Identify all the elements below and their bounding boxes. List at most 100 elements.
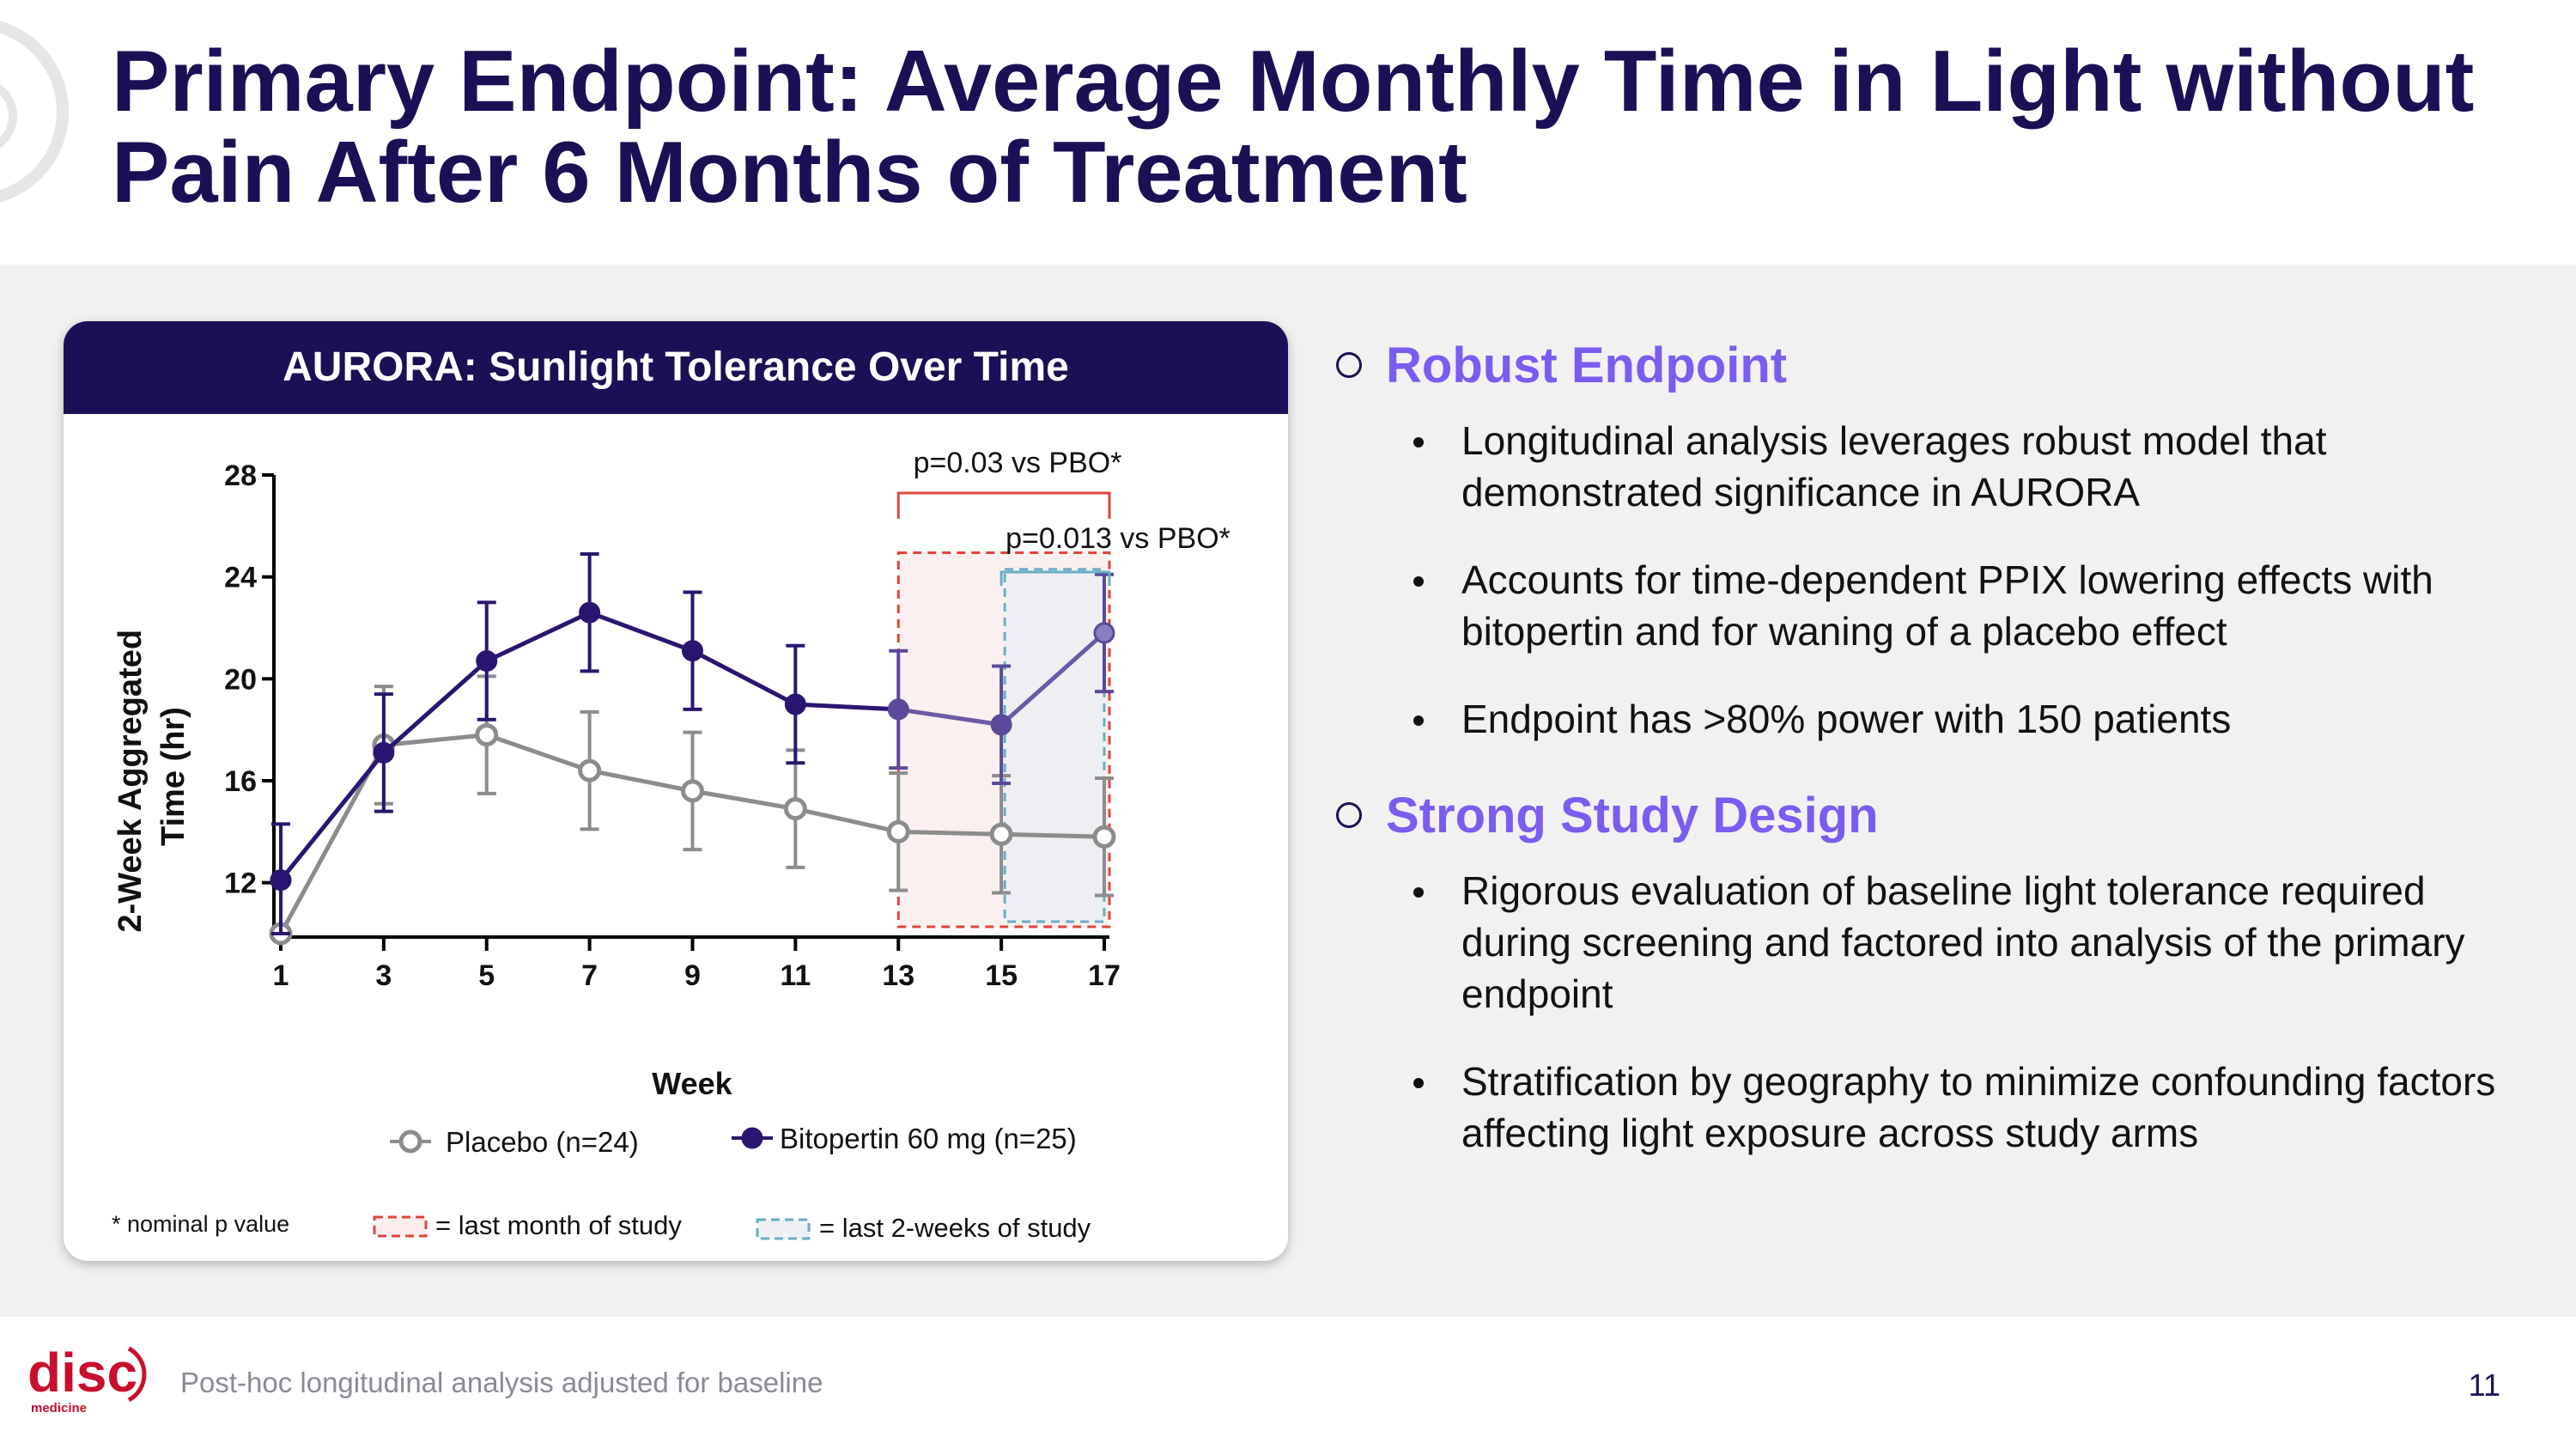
x-tick-label: 7 <box>581 959 598 992</box>
data-point-bitopertin <box>990 714 1012 736</box>
data-point-placebo <box>1092 825 1116 849</box>
logo-wordmark: disc <box>27 1342 137 1403</box>
series-line-segment <box>485 610 591 663</box>
x-tick-label: 15 <box>985 959 1018 992</box>
x-tick-label: 11 <box>780 959 811 992</box>
disc-medicine-logo: disc medicine <box>27 1342 147 1416</box>
x-tick-label: 13 <box>882 959 914 992</box>
data-point-bitopertin <box>270 869 292 892</box>
bullet-dot-icon <box>1413 1078 1424 1088</box>
bullet-dot-icon <box>1413 887 1424 898</box>
y-axis-label-line1: 2-Week Aggregated <box>112 630 149 933</box>
x-axis-label: Week <box>652 1066 732 1101</box>
bullet-list: Rigorous evaluation of baseline light to… <box>1331 865 2533 1159</box>
data-point-placebo <box>681 779 704 803</box>
data-point-placebo <box>475 723 499 747</box>
bullet-item: Accounts for time-dependent PPIX lowerin… <box>1331 554 2518 657</box>
bullet-text: Stratification by geography to minimize … <box>1461 1059 2496 1155</box>
section-heading-study: Strong Study Design <box>1331 781 2533 849</box>
series-line-segment <box>485 733 591 773</box>
data-point-bitopertin <box>784 693 806 715</box>
series-line-segment <box>794 807 899 834</box>
x-tick-label: 1 <box>273 959 289 992</box>
bullet-dot-icon <box>1413 715 1424 726</box>
note-last-month: = last month of study <box>435 1210 682 1240</box>
y-tick-label: 20 <box>224 663 257 696</box>
circle-bullet-icon <box>1336 352 1362 378</box>
bullet-text: Rigorous evaluation of baseline light to… <box>1461 868 2465 1016</box>
series-line-segment <box>383 733 487 747</box>
series-line-segment <box>279 751 386 882</box>
slide-title: Primary Endpoint: Average Monthly Time i… <box>112 33 2475 221</box>
series-line-segment <box>691 648 797 707</box>
bullet-item: Stratification by geography to minimize … <box>1331 1056 2518 1159</box>
data-point-placebo <box>783 797 807 821</box>
chart-header: AURORA: Sunlight Tolerance Over Time <box>64 321 1288 414</box>
y-axis-label: 2-Week Aggregated Time (hr) <box>112 620 191 932</box>
series-line-segment <box>692 788 796 812</box>
bullet-item: Endpoint has >80% power with 150 patient… <box>1331 693 2518 745</box>
bullet-text: Accounts for time-dependent PPIX lowerin… <box>1461 557 2433 654</box>
data-point-placebo <box>989 822 1013 846</box>
section-heading-text: Robust Endpoint <box>1386 337 1788 393</box>
data-point-bitopertin <box>1093 622 1115 644</box>
series-line-segment <box>897 707 1002 728</box>
section-robust-endpoint: Robust Endpoint Longitudinal analysis le… <box>1331 331 2533 745</box>
bullet-dot-icon <box>1413 576 1424 587</box>
footnote: Post-hoc longitudinal analysis adjusted … <box>180 1367 823 1398</box>
y-tick-label: 12 <box>224 868 257 900</box>
legend-placebo-marker <box>398 1129 422 1154</box>
bullet-list: Longitudinal analysis leverages robust m… <box>1331 415 2533 745</box>
bullet-item: Longitudinal analysis leverages robust m… <box>1331 415 2518 518</box>
y-axis-label-line2: Time (hr) <box>155 707 191 846</box>
data-point-bitopertin <box>579 601 601 624</box>
series-line-segment <box>588 610 694 654</box>
legend-bitopertin-marker <box>741 1127 763 1149</box>
section-heading-text: Strong Study Design <box>1386 787 1879 843</box>
page-number: 11 <box>2468 1367 2500 1403</box>
logo-subtext: medicine <box>31 1401 87 1416</box>
p-value-bracket-month <box>896 491 1111 519</box>
x-tick-label: 3 <box>375 959 392 992</box>
series-line-segment <box>1001 831 1105 839</box>
highlight-last-2weeks <box>1003 568 1106 923</box>
chart-panel: AURORA: Sunlight Tolerance Over Time 12 1… <box>64 321 1288 1261</box>
x-tick-label: 17 <box>1088 959 1121 992</box>
data-point-bitopertin <box>476 650 498 673</box>
legend-placebo-label: Placebo (n=24) <box>446 1126 639 1158</box>
section-strong-study-design: Strong Study Design Rigorous evaluation … <box>1331 781 2533 1159</box>
legend-red-box <box>373 1215 428 1238</box>
bullet-panel: Robust Endpoint Longitudinal analysis le… <box>1331 331 2533 1195</box>
x-tick-label: 9 <box>684 959 701 992</box>
data-point-bitopertin <box>682 640 703 662</box>
legend-placebo: Placebo (n=24) <box>390 1126 639 1158</box>
legend-blue-box <box>756 1218 811 1240</box>
note-last-2weeks: = last 2-weeks of study <box>819 1213 1091 1243</box>
x-tick-label: 5 <box>478 959 495 992</box>
p-value-2weeks: p=0.013 vs PBO* <box>1005 522 1230 555</box>
y-tick-label: 16 <box>224 765 257 798</box>
bullet-text: Longitudinal analysis leverages robust m… <box>1461 418 2327 514</box>
series-line-segment <box>589 768 693 794</box>
p-value-month: p=0.03 vs PBO* <box>914 447 1122 479</box>
series-line-segment <box>898 829 1002 837</box>
section-heading-robust: Robust Endpoint <box>1331 331 2533 399</box>
data-point-bitopertin <box>373 741 395 764</box>
p-value-bracket-2weeks <box>999 570 1111 586</box>
bullet-dot-icon <box>1413 437 1424 447</box>
data-point-placebo <box>886 819 910 843</box>
legend-bitopertin: Bitopertin 60 mg (n=25) <box>732 1123 1077 1154</box>
data-point-bitopertin <box>887 698 909 721</box>
note-nominal: * nominal p value <box>112 1211 289 1237</box>
data-point-placebo <box>578 758 602 782</box>
bullet-text: Endpoint has >80% power with 150 patient… <box>1461 697 2232 741</box>
bullet-item: Rigorous evaluation of baseline light to… <box>1331 865 2518 1020</box>
legend-bitopertin-label: Bitopertin 60 mg (n=25) <box>780 1123 1077 1154</box>
logo-arc <box>127 1346 147 1403</box>
circle-bullet-icon <box>1336 802 1362 828</box>
series-line-segment <box>999 631 1106 727</box>
y-tick-label: 24 <box>224 562 257 594</box>
series-line-segment <box>382 659 489 755</box>
series-bitopertin <box>270 551 1115 935</box>
